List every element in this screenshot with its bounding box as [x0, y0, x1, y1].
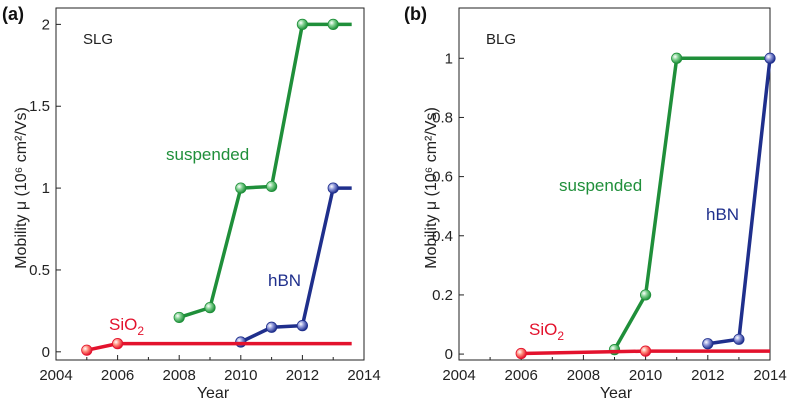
panel-a-inset-label: SLG [83, 31, 113, 48]
panel-b-xtick-label: 2006 [505, 367, 538, 384]
panel-a-series-line-hbn [240, 186, 352, 344]
panel-b: (b) BLG 2004 2006 2008 2010 2012 2014 0 0.2 0.4 0… [404, 4, 787, 402]
panel-a-ytick-label: 2 [42, 16, 50, 33]
panel-b-ytick-label: 0 [445, 346, 453, 363]
panel-b-sio2-label: SiO2 [529, 320, 564, 343]
panel-a-point-suspended [173, 311, 185, 324]
panel-b-point-hbn [733, 333, 745, 345]
panel-b-point-hbn [764, 52, 776, 64]
panel-b-ytick-label: 0.6 [432, 169, 453, 186]
panel-b-series-line-suspended [612, 56, 770, 351]
panel-a-point-suspended [265, 180, 278, 193]
panel-a-hbn-label: hBN [268, 271, 301, 290]
panel-b-xtick-label: 2012 [691, 367, 724, 384]
panel-b-ytick-label: 0.2 [432, 287, 453, 304]
panel-a-xtick-label: 2006 [101, 367, 134, 384]
panel-a-point-hbn [265, 321, 278, 333]
panel-a-axes: 2004 2006 2008 2010 2012 2014 0 0.5 1 1.5 2 [29, 7, 381, 384]
panel-a-xtick-label: 2014 [347, 367, 380, 384]
panel-a-ytick-label: 1.5 [29, 98, 50, 115]
panel-b-point-sio2 [639, 345, 652, 357]
panel-b-label: (b) [404, 4, 427, 24]
panel-b-xtick-label: 2014 [753, 367, 786, 384]
panel-a-xlabel: Year [197, 385, 230, 402]
panel-a-series-line-sio2 [86, 341, 352, 352]
panel-b-inset-label: BLG [486, 31, 516, 48]
panel-b-xtick-label: 2008 [567, 367, 600, 384]
panel-b-axes: 2004 2006 2008 2010 2012 2014 0 0.2 0.4 0.6 0.8 1 [432, 7, 787, 384]
panel-b-ylabel: Mobility μ (10⁶ cm²/Vs) [423, 107, 440, 269]
panel-a-ylabel: Mobility μ (10⁶ cm²/Vs) [13, 107, 30, 269]
panel-b-hbn-label: hBN [706, 205, 739, 224]
panel-a-ytick-label: 1 [42, 180, 50, 197]
panel-a-point-sio2 [81, 344, 93, 356]
panel-b-marks [515, 52, 776, 360]
panel-b-xtick-label: 2010 [629, 367, 662, 384]
panel-a: (a) SLG 2004 2006 2008 2010 2012 2014 0 0.5 1 1.5… [2, 4, 381, 402]
panel-a-series-line-suspended [178, 22, 352, 320]
panel-a-point-suspended [204, 302, 216, 314]
panel-b-xlabel: Year [600, 385, 633, 402]
panel-a-marks [81, 18, 352, 356]
panel-a-suspended-label: suspended [166, 145, 249, 164]
panel-a-point-sio2 [112, 338, 124, 350]
panel-a-point-hbn [296, 320, 308, 332]
panel-a-xtick-label: 2012 [286, 367, 319, 384]
panel-a-xtick-label: 2004 [39, 367, 72, 384]
panel-b-ytick-label: 0.4 [432, 228, 453, 245]
panel-b-point-suspended [671, 52, 683, 64]
panel-a-xtick-label: 2008 [163, 367, 196, 384]
panel-b-point-sio2 [515, 347, 527, 360]
panel-a-point-suspended [235, 182, 247, 194]
panel-a-sio2-label: SiO2 [109, 315, 144, 338]
panel-b-suspended-label: suspended [559, 176, 642, 195]
panel-a-point-hbn [327, 182, 339, 194]
panel-b-series-line-hbn [707, 58, 772, 346]
panel-a-point-suspended [296, 18, 308, 30]
panel-b-xtick-label: 2004 [442, 367, 475, 384]
panel-a-ytick-label: 0 [42, 344, 50, 361]
panel-a-xtick-label: 2010 [224, 367, 257, 384]
panel-a-label: (a) [2, 4, 24, 24]
panel-b-point-hbn [702, 338, 714, 350]
panel-a-point-suspended [327, 18, 339, 30]
panel-b-ytick-label: 1 [445, 50, 453, 67]
panel-b-point-suspended [639, 289, 652, 301]
panel-b-ytick-label: 0.8 [432, 109, 453, 126]
panel-a-ytick-label: 0.5 [29, 262, 50, 279]
